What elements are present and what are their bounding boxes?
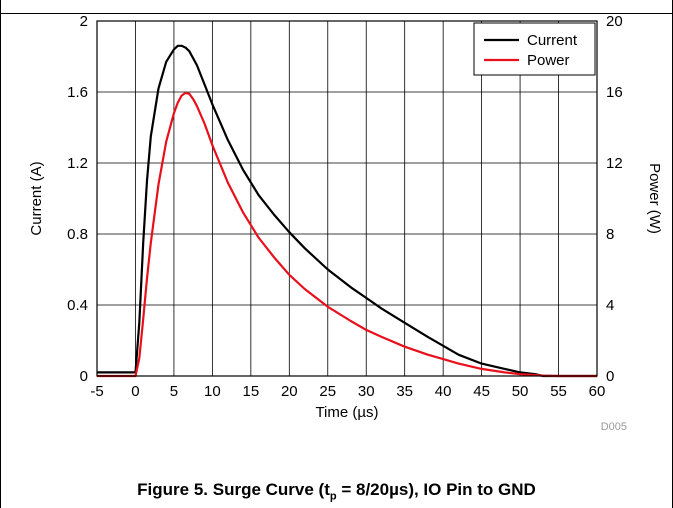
y-tick-label-right: 20: [606, 13, 623, 30]
x-tick-label: 10: [204, 383, 221, 400]
caption-prefix: Figure 5. Surge Curve (t: [137, 480, 330, 499]
caption-subscript: p: [329, 490, 337, 503]
tick-labels: -5 0 5 10 15 20 25 30 35 40 45 50 55 6000.40.81.21.62…: [67, 13, 623, 400]
y-tick-label-left: 0.4: [67, 297, 88, 314]
x-tick-label: 35: [396, 383, 413, 400]
chart-legend: Current Power: [473, 22, 596, 76]
caption-suffix: = 8/20µs), IO Pin to GND: [336, 480, 536, 499]
legend-label-current: Current: [527, 32, 578, 49]
y-tick-label-right: 4: [606, 297, 614, 314]
series-layer: [97, 44, 597, 378]
frame-top-border: [0, 0, 673, 14]
x-tick-label: -5: [90, 383, 103, 400]
grid-layer: [96, 20, 598, 377]
y-tick-label-right: 8: [606, 226, 614, 243]
y-tick-label-left: 1.6: [67, 84, 88, 101]
figure-caption: Figure 5. Surge Curve (tp = 8/20µs), IO …: [0, 480, 673, 502]
y-tick-label-left: 2: [80, 13, 88, 30]
x-tick-label: 25: [319, 383, 336, 400]
x-tick-label: 50: [512, 383, 529, 400]
x-tick-label: 45: [473, 383, 490, 400]
y-tick-label-right: 12: [606, 155, 623, 172]
x-tick-label: 20: [281, 383, 298, 400]
series-line-power: [97, 91, 597, 378]
y-tick-label-left: 1.2: [67, 155, 88, 172]
y-tick-label-left: 0: [80, 368, 88, 385]
x-tick-label: 0: [131, 383, 139, 400]
legend-box: [473, 22, 596, 76]
x-tick-label: 15: [243, 383, 260, 400]
y-axis-label-right: Power (W): [646, 163, 663, 234]
figure-id-label: D005: [601, 421, 627, 433]
series-line-current: [97, 44, 597, 378]
x-tick-label: 40: [435, 383, 452, 400]
x-tick-label: 55: [550, 383, 567, 400]
y-tick-label-right: 16: [606, 84, 623, 101]
frame-left-border: [0, 0, 1, 508]
y-axis-label-left: Current (A): [28, 161, 45, 235]
x-tick-label: 5: [170, 383, 178, 400]
plot-frame: [96, 20, 598, 377]
y-tick-label-left: 0.8: [67, 226, 88, 243]
x-axis-label: Time (µs): [315, 404, 378, 421]
legend-label-power: Power: [527, 52, 570, 69]
x-tick-label: 30: [358, 383, 375, 400]
y-tick-label-right: 0: [606, 368, 614, 385]
surge-curve-chart: -5 0 5 10 15 20 25 30 35 40 45 50 55 6000.40.81.21.62…: [28, 13, 663, 433]
x-tick-label: 60: [589, 383, 606, 400]
